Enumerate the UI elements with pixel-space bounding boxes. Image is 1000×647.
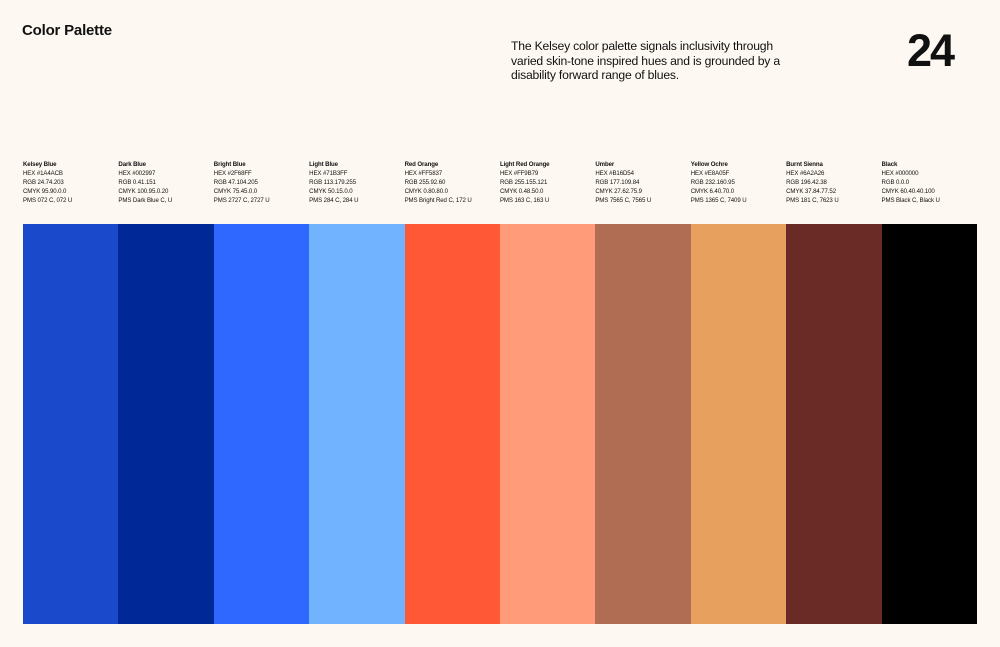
color-pms: PMS Black C, Black U bbox=[881, 196, 940, 204]
color-pms: PMS 163 C, 163 U bbox=[499, 196, 550, 204]
swatch-black bbox=[881, 224, 978, 624]
color-cmyk: CMYK 0.48.50.0 bbox=[499, 187, 544, 195]
swatch-label-kelsey-blue: Kelsey Blue HEX #1A4ACB RGB 24.74.203 CM… bbox=[23, 161, 118, 206]
swatch-bright-blue bbox=[213, 224, 310, 624]
color-cmyk: CMYK 50.15.0.0 bbox=[309, 187, 353, 195]
color-rgb: RGB 177.109.84 bbox=[595, 178, 640, 186]
color-name: Umber bbox=[595, 161, 615, 168]
swatch-label-light-red-orange: Light Red Orange HEX #FF9B79 RGB 255.155… bbox=[500, 161, 595, 206]
swatch-label-dark-blue: Dark Blue HEX #002997 RGB 0.41.151 CMYK … bbox=[118, 161, 213, 206]
color-name: Light Red Orange bbox=[499, 161, 550, 168]
color-rgb: RGB 196.42.38 bbox=[786, 178, 827, 186]
color-cmyk: CMYK 100.95.0.20 bbox=[118, 187, 169, 195]
swatch-label-black: Black HEX #000000 RGB 0.0.0 CMYK 60.40.4… bbox=[882, 161, 977, 206]
color-name: Burnt Sienna bbox=[786, 161, 823, 168]
color-pms: PMS 1365 C, 7409 U bbox=[690, 196, 747, 204]
palette-description: The Kelsey color palette signals inclusi… bbox=[511, 39, 780, 83]
color-name: Red Orange bbox=[404, 161, 439, 168]
swatch-label-light-blue: Light Blue HEX #71B3FF RGB 113.179.255 C… bbox=[309, 161, 404, 206]
color-rgb: RGB 255.155.121 bbox=[499, 178, 548, 186]
color-name: Kelsey Blue bbox=[23, 161, 57, 168]
color-hex: HEX #71B3FF bbox=[309, 169, 348, 177]
page-title: Color Palette bbox=[22, 22, 112, 39]
swatch-label-red-orange: Red Orange HEX #FF5837 RGB 255.92.60 CMY… bbox=[405, 161, 500, 206]
swatch-label-yellow-ochre: Yellow Ochre HEX #E8A05F RGB 232.160.95 … bbox=[691, 161, 786, 206]
swatch-label-burnt-sienna: Burnt Sienna HEX #6A2A26 RGB 196.42.38 C… bbox=[786, 161, 881, 206]
color-rgb: RGB 113.179.255 bbox=[309, 178, 357, 186]
swatch-yellow-ochre bbox=[690, 224, 787, 624]
color-rgb: RGB 47.104.205 bbox=[213, 178, 258, 186]
swatch-red-orange bbox=[404, 224, 501, 624]
color-hex: HEX #002997 bbox=[118, 169, 156, 177]
swatch-label-bright-blue: Bright Blue HEX #2F68FF RGB 47.104.205 C… bbox=[214, 161, 309, 206]
color-name: Dark Blue bbox=[118, 161, 146, 168]
color-swatches bbox=[23, 224, 978, 624]
color-pms: PMS 072 C, 072 U bbox=[23, 196, 73, 204]
color-pms: PMS 2727 C, 2727 U bbox=[213, 196, 270, 204]
color-rgb: RGB 0.0.0 bbox=[881, 178, 910, 186]
page-number: 24 bbox=[907, 25, 955, 76]
color-hex: HEX #2F68FF bbox=[213, 169, 252, 177]
color-cmyk: CMYK 37.84.77.52 bbox=[786, 187, 837, 195]
color-hex: HEX #E8A05F bbox=[690, 169, 730, 177]
color-pms: PMS 284 C, 284 U bbox=[309, 196, 359, 204]
color-cmyk: CMYK 60.40.40.100 bbox=[881, 187, 935, 195]
color-cmyk: CMYK 75.45.0.0 bbox=[213, 187, 258, 195]
color-name: Light Blue bbox=[309, 161, 338, 168]
swatch-umber bbox=[595, 224, 691, 624]
color-rgb: RGB 0.41.151 bbox=[118, 178, 156, 186]
swatch-light-red-orange bbox=[500, 224, 596, 624]
swatch-light-blue bbox=[309, 224, 405, 624]
swatch-kelsey-blue bbox=[23, 224, 119, 624]
color-hex: HEX #B16D54 bbox=[595, 169, 634, 177]
color-hex: HEX #1A4ACB bbox=[23, 169, 63, 177]
color-hex: HEX #6A2A26 bbox=[786, 169, 825, 177]
color-hex: HEX #FF9B79 bbox=[499, 169, 539, 177]
color-name: Yellow Ochre bbox=[690, 161, 728, 168]
color-pms: PMS Dark Blue C, U bbox=[118, 196, 173, 204]
color-hex: HEX #000000 bbox=[881, 169, 919, 177]
color-rgb: RGB 255.92.60 bbox=[404, 178, 446, 186]
color-cmyk: CMYK 27.62.75.9 bbox=[595, 187, 642, 195]
swatch-burnt-sienna bbox=[786, 224, 882, 624]
color-pms: PMS 7565 C, 7565 U bbox=[595, 196, 652, 204]
color-pms: PMS Bright Red C, 172 U bbox=[404, 196, 472, 204]
color-cmyk: CMYK 6.40.70.0 bbox=[690, 187, 735, 195]
color-name: Black bbox=[881, 161, 898, 168]
color-rgb: RGB 232.160.95 bbox=[690, 178, 735, 186]
swatch-label-umber: Umber HEX #B16D54 RGB 177.109.84 CMYK 27… bbox=[595, 161, 690, 206]
color-rgb: RGB 24.74.203 bbox=[23, 178, 64, 186]
color-hex: HEX #FF5837 bbox=[404, 169, 443, 177]
swatch-dark-blue bbox=[118, 224, 214, 624]
color-name: Bright Blue bbox=[213, 161, 246, 168]
color-cmyk: CMYK 95.90.0.0 bbox=[23, 187, 67, 195]
swatch-labels: Kelsey Blue HEX #1A4ACB RGB 24.74.203 CM… bbox=[23, 161, 977, 206]
color-cmyk: CMYK 0.80.80.0 bbox=[404, 187, 448, 195]
color-pms: PMS 181 C, 7623 U bbox=[786, 196, 839, 204]
